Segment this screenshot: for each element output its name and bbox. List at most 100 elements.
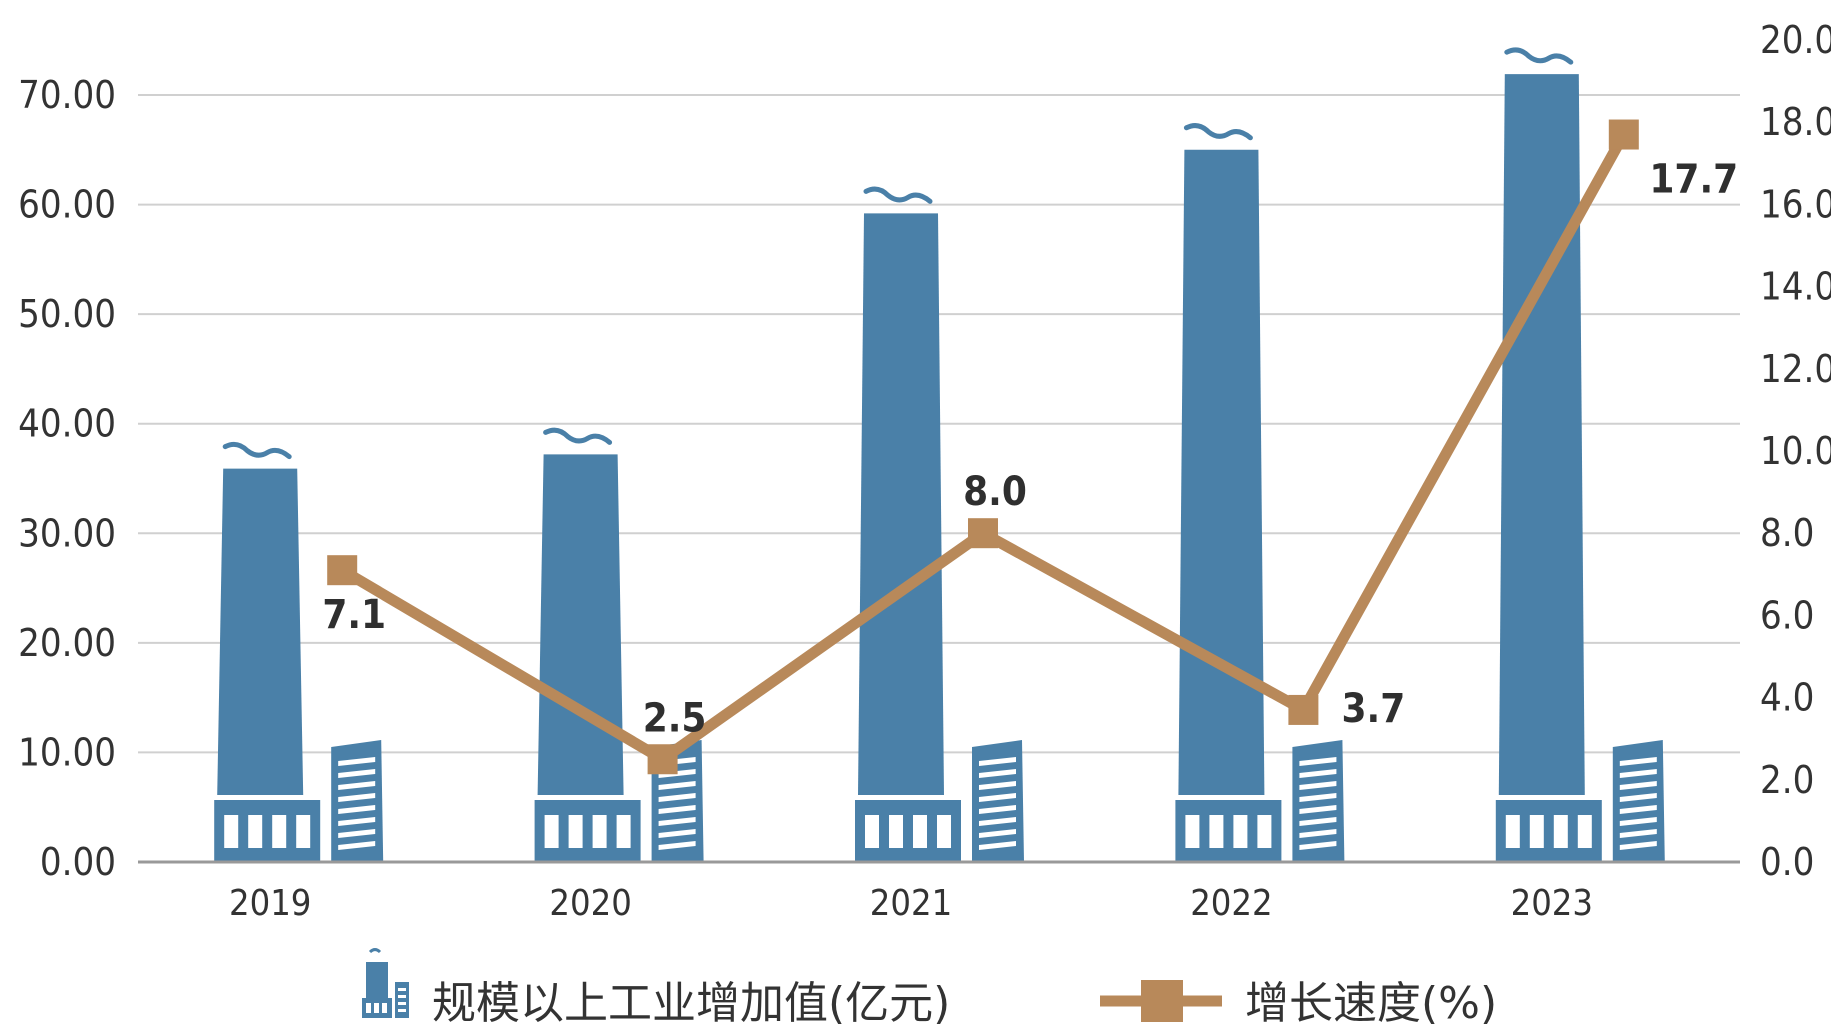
window [272,815,287,848]
line-marker [327,555,358,586]
right-tick-label: 18.0 [1760,100,1831,144]
legend-label-line: 增长速度(%) [1245,978,1497,1029]
tower-stripe [979,841,1016,850]
legend-marker-swatch [1141,980,1183,1022]
tower-stripe [338,841,376,850]
bar-chimney [1498,74,1585,796]
window [1185,815,1200,848]
tower-stripe [1619,769,1657,778]
tower-stripe [338,829,376,838]
tower-stripe [1299,781,1337,790]
window [296,815,311,848]
window [224,815,239,848]
x-tick-label: 2020 [549,883,631,924]
left-tick-label: 60.00 [18,183,116,227]
tower-stripe [658,829,696,838]
tower-stripe [1299,829,1337,838]
data-label: 17.7 [1649,157,1738,203]
x-axis: 2019 2020 2021 2022 2023 [138,860,1740,924]
window [1553,815,1568,848]
legend: 规模以上工业增加值(亿元) 增长速度(%) [362,948,1497,1029]
line-marker [968,518,998,549]
right-tick-label: 6.0 [1760,593,1814,637]
tower-stripe [979,781,1016,790]
tower-stripe [1619,817,1657,826]
bar [855,186,1024,862]
window [592,815,607,848]
bar-series [214,47,1665,862]
data-label: 8.0 [963,469,1027,515]
line-series: 7.1 2.5 8.0 3.7 17.7 [322,119,1738,775]
tower-stripe [1619,841,1657,850]
left-axis-ticks: 0.00 10.00 20.00 30.00 40.00 50.00 60.00 70.00 [18,73,116,884]
bar-chimney [858,213,944,795]
tower-stripe [1299,817,1337,826]
legend-item-line: 增长速度(%) [1100,978,1497,1029]
bar-chimney [1178,149,1265,796]
legend-label-bar: 规模以上工业增加值(亿元) [432,978,950,1029]
left-tick-label: 50.00 [18,292,116,336]
tower-stripe [979,829,1016,838]
tower-stripe [1619,781,1657,790]
window [616,815,631,848]
tower-stripe [338,757,376,766]
bar [214,441,384,862]
tower-stripe [1619,793,1657,802]
left-tick-label: 10.00 [18,730,116,774]
right-tick-label: 8.0 [1760,511,1814,555]
smoke-icon [1504,47,1574,65]
x-tick-label: 2021 [870,883,952,924]
data-label: 7.1 [322,592,386,638]
right-tick-label: 14.0 [1760,265,1831,309]
bar-chimney [217,468,304,795]
smoke-icon [863,186,933,204]
x-tick-label: 2022 [1190,883,1272,924]
tower-stripe [658,781,696,790]
left-tick-label: 0.00 [40,840,116,884]
x-tick-label: 2023 [1511,883,1593,924]
tower-stripe [1299,769,1337,778]
growth-line [339,131,1629,766]
right-axis-ticks: 0.0 2.0 4.0 6.0 8.0 10.0 12.0 14.0 16.0 18.0 20.0 [1760,18,1831,884]
window [1233,815,1248,848]
left-tick-label: 20.00 [18,621,116,665]
tower-stripe [1619,757,1657,766]
tower-stripe [338,769,376,778]
x-tick-label: 2019 [229,883,311,924]
tower-stripe [658,817,696,826]
tower-stripe [1299,841,1337,850]
window [568,815,583,848]
tower-stripe [1619,829,1657,838]
right-tick-label: 0.0 [1760,840,1814,884]
left-tick-label: 40.00 [18,402,116,446]
smoke-icon [222,441,292,460]
tower-stripe [338,781,376,790]
tower-stripe [979,805,1016,814]
right-tick-label: 2.0 [1760,758,1814,802]
window [913,815,927,848]
tower-stripe [658,841,696,850]
tower-stripe [1299,757,1337,766]
bar [1175,123,1345,862]
tower-stripe [658,805,696,814]
tower-stripe [338,817,376,826]
tower-stripe [338,793,376,802]
tower-stripe [979,769,1016,778]
window [889,815,903,848]
legend-item-bar: 规模以上工业增加值(亿元) [362,948,950,1029]
tower-stripe [1619,805,1657,814]
bar [534,427,704,862]
left-tick-label: 70.00 [18,73,116,117]
right-tick-label: 20.0 [1760,18,1831,62]
legend-factory-icon [362,948,409,1018]
smoke-icon [1183,123,1253,141]
left-tick-label: 30.00 [18,511,116,555]
bar-chimney [537,454,624,795]
bar [1495,47,1665,862]
tower-stripe [338,805,376,814]
smoke-icon [543,427,613,445]
line-marker [1608,119,1639,150]
window [937,815,951,848]
window [865,815,879,848]
